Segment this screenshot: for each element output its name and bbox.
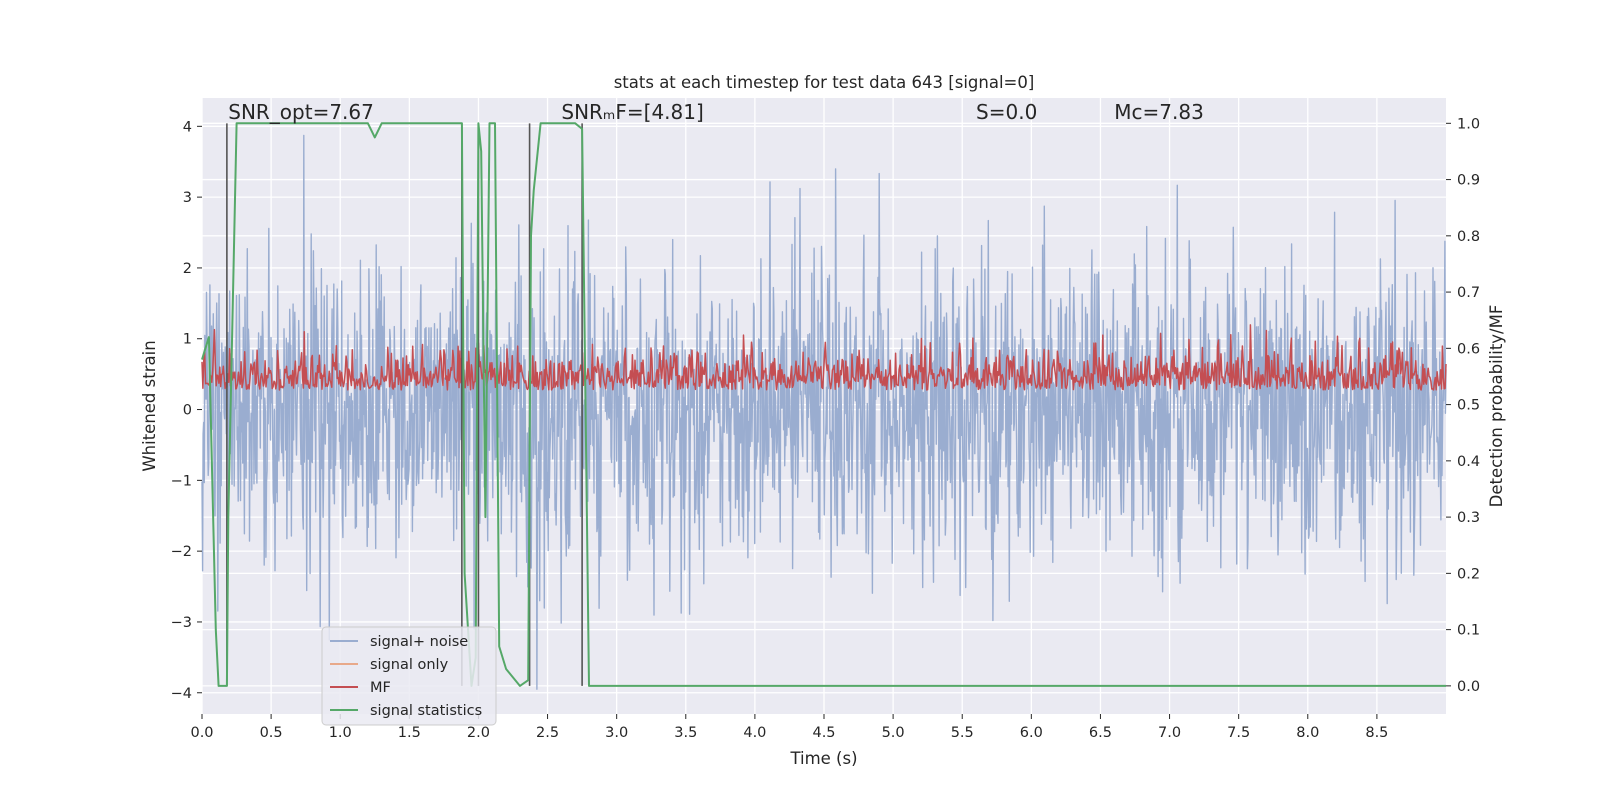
y-tick-label: 1 (183, 332, 192, 348)
legend-label: signal only (370, 657, 449, 673)
y-tick-label: 2 (183, 261, 192, 277)
axis-ticks: 0.0 0.5 1.0 1.5 2.0 2.5 3.0 3.5 4.0 4.5 5.0 5.5 6.0 6… (171, 116, 1480, 741)
x-tick-label: 5.5 (951, 725, 974, 741)
y-tick-label: −1 (171, 473, 192, 489)
chart-title: stats at each timestep for test data 643… (614, 73, 1035, 92)
legend-label: MF (370, 680, 391, 696)
x-tick-label: 7.0 (1158, 725, 1181, 741)
annotation-snr-mf: SNRₘF=[4.81] (561, 100, 703, 124)
y-tick-label-right: 0.7 (1457, 285, 1480, 301)
legend: signal+ noise signal only MF signal statist… (321, 626, 497, 726)
y-tick-label-right: 0.3 (1457, 510, 1480, 526)
y-tick-label-right: 0.4 (1457, 454, 1480, 470)
y-tick-label-right: 0.1 (1457, 623, 1480, 639)
y-tick-label: −4 (171, 686, 192, 702)
annotation-s-value: S=0.0 (976, 100, 1037, 124)
y-tick-label: 4 (183, 119, 192, 135)
x-tick-label: 1.0 (329, 725, 352, 741)
x-tick-label: 0.5 (260, 725, 283, 741)
x-tick-label: 8.0 (1296, 725, 1319, 741)
x-tick-label: 4.0 (743, 725, 766, 741)
y-tick-label-right: 0.0 (1457, 679, 1480, 695)
x-tick-label: 6.0 (1020, 725, 1043, 741)
x-tick-label: 6.5 (1089, 725, 1112, 741)
series-signal-noise (201, 134, 1447, 690)
y-tick-label: 0 (183, 403, 192, 419)
legend-box (321, 626, 497, 726)
y-axis-label-right: Detection probability/MF (1487, 305, 1506, 508)
x-tick-label: 4.5 (812, 725, 835, 741)
x-tick-label: 3.5 (674, 725, 697, 741)
annotations: SNR_opt=7.67 SNRₘF=[4.81] S=0.0 Mc=7.83 (228, 100, 1204, 124)
annotation-snr-opt: SNR_opt=7.67 (228, 100, 374, 124)
x-tick-label: 8.5 (1365, 725, 1388, 741)
y-tick-label-right: 0.8 (1457, 229, 1480, 245)
series-mf (201, 324, 1447, 391)
y-tick-label-right: 1.0 (1457, 116, 1480, 132)
x-tick-label: 5.0 (882, 725, 905, 741)
legend-label: signal+ noise (370, 634, 468, 650)
y-tick-label: −3 (171, 615, 192, 631)
x-tick-label: 1.5 (398, 725, 421, 741)
series-signal-statistics (201, 122, 1446, 687)
x-tick-label: 0.0 (190, 725, 213, 741)
x-axis-label: Time (s) (789, 749, 857, 768)
x-tick-label: 2.0 (467, 725, 490, 741)
y-tick-label: 3 (183, 190, 192, 206)
y-axis-label: Whitened strain (140, 340, 159, 471)
x-tick-label: 2.5 (536, 725, 559, 741)
y-tick-label: −2 (171, 544, 192, 560)
x-tick-label: 3.0 (605, 725, 628, 741)
annotation-mc-value: Mc=7.83 (1114, 100, 1204, 124)
y-tick-label-right: 0.2 (1457, 566, 1480, 582)
data-series (201, 122, 1447, 690)
x-tick-label: 7.5 (1227, 725, 1250, 741)
legend-label: signal statistics (370, 703, 482, 719)
y-tick-label-right: 0.5 (1457, 398, 1480, 414)
y-tick-label-right: 0.9 (1457, 173, 1480, 189)
y-tick-label-right: 0.6 (1457, 341, 1480, 357)
